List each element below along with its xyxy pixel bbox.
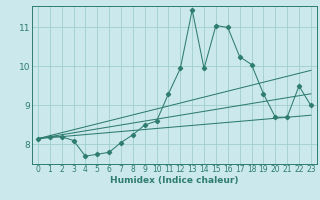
X-axis label: Humidex (Indice chaleur): Humidex (Indice chaleur): [110, 176, 239, 185]
